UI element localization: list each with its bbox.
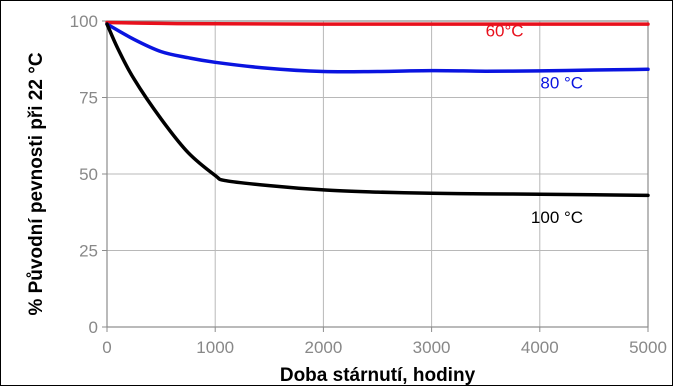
x-tick-label-3000: 3000 — [413, 338, 451, 357]
y-tick-label-100: 100 — [70, 12, 98, 31]
x-tick-label-0: 0 — [102, 338, 111, 357]
series-lines — [105, 20, 650, 198]
y-tick-label-25: 25 — [79, 242, 98, 261]
x-tick-label-1000: 1000 — [196, 338, 234, 357]
series-label-100C: 100 °C — [531, 208, 583, 227]
x-tick-label-4000: 4000 — [521, 338, 559, 357]
x-axis-title: Doba stárnutí, hodiny — [280, 365, 476, 386]
y-tick-label-75: 75 — [79, 89, 98, 108]
series-line-80C — [105, 22, 650, 74]
x-tick-label-2000: 2000 — [304, 338, 342, 357]
x-tick-label-5000: 5000 — [629, 338, 667, 357]
series-line-60C — [105, 20, 650, 26]
series-label-60C: 60°C — [486, 21, 524, 40]
series-line-100C — [105, 22, 650, 198]
y-tick-label-0: 0 — [89, 318, 98, 337]
series-labels: 60°C 80 °C 100 °C — [486, 21, 583, 227]
y-tick-label-50: 50 — [79, 165, 98, 184]
grid — [107, 21, 648, 327]
y-axis-title: % Původní pevnosti při 22 °C — [26, 52, 47, 315]
series-label-80C: 80 °C — [540, 73, 583, 92]
